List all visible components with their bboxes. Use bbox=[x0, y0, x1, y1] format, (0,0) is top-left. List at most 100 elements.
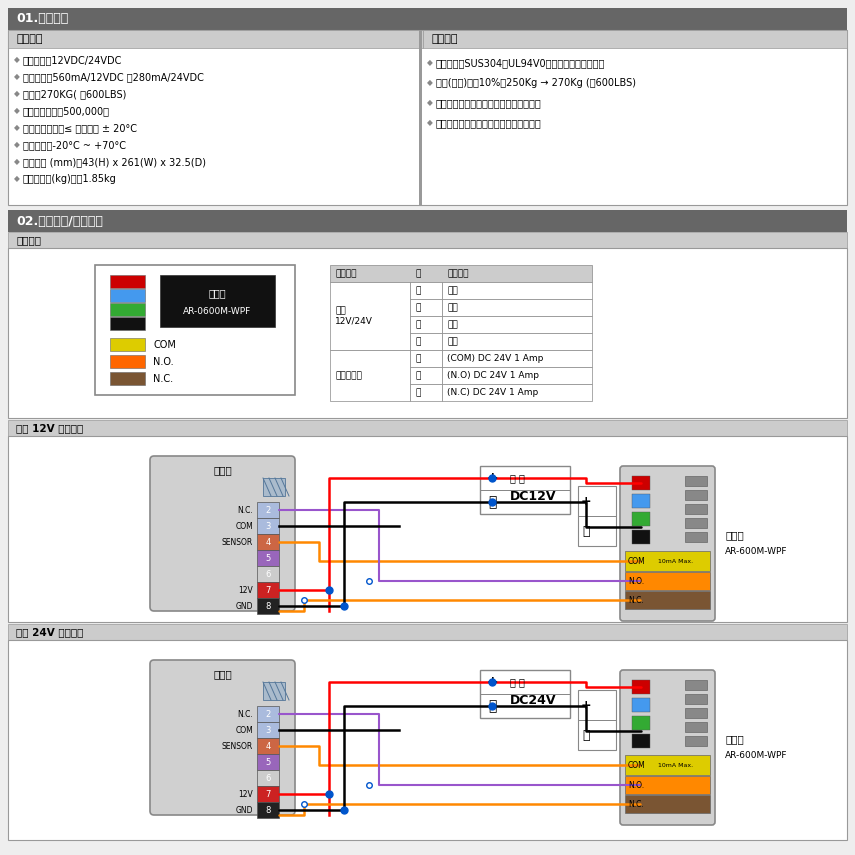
Text: ◆: ◆ bbox=[14, 90, 20, 98]
Bar bbox=[263, 478, 285, 496]
Text: 3: 3 bbox=[265, 726, 271, 734]
Text: 黃: 黃 bbox=[415, 354, 421, 363]
Bar bbox=[632, 512, 650, 526]
Bar bbox=[257, 502, 279, 518]
Text: －－: －－ bbox=[447, 303, 457, 312]
Text: 綠: 綠 bbox=[415, 320, 421, 329]
Text: 6: 6 bbox=[265, 569, 271, 579]
Text: －－: －－ bbox=[447, 337, 457, 346]
Bar bbox=[257, 598, 279, 614]
Text: 產品特色: 產品特色 bbox=[431, 34, 457, 44]
Text: 全鎖體使用SUS304與UL94V0防火抗燃材質精工打造: 全鎖體使用SUS304與UL94V0防火抗燃材質精工打造 bbox=[436, 58, 605, 68]
Bar bbox=[442, 384, 592, 401]
Text: 控制器: 控制器 bbox=[213, 465, 232, 475]
Text: 磁力鎖: 磁力鎖 bbox=[725, 734, 744, 745]
Text: AR-600M-WPF: AR-600M-WPF bbox=[725, 751, 787, 760]
Bar bbox=[685, 476, 707, 486]
Bar bbox=[410, 316, 442, 333]
Text: ◆: ◆ bbox=[427, 58, 433, 68]
Text: 使用壽命：超過500,000次: 使用壽命：超過500,000次 bbox=[23, 106, 110, 116]
Text: ◆: ◆ bbox=[14, 140, 20, 150]
Bar bbox=[442, 299, 592, 316]
Text: 工作電流：12VDC/24VDC: 工作電流：12VDC/24VDC bbox=[23, 55, 122, 65]
Text: N.C.: N.C. bbox=[628, 799, 644, 809]
Text: 橙: 橙 bbox=[415, 371, 421, 380]
Bar bbox=[685, 532, 707, 542]
Text: ◆: ◆ bbox=[14, 123, 20, 133]
Bar bbox=[110, 303, 145, 316]
Bar bbox=[410, 367, 442, 384]
Bar bbox=[578, 486, 616, 546]
Text: 描　　述: 描 述 bbox=[447, 269, 469, 278]
FancyBboxPatch shape bbox=[620, 466, 715, 621]
Bar bbox=[330, 350, 410, 401]
Text: －: － bbox=[582, 728, 590, 741]
Bar bbox=[625, 755, 710, 775]
Bar bbox=[8, 30, 423, 48]
Bar bbox=[442, 282, 592, 299]
Text: 電源 12V 接線方式: 電源 12V 接線方式 bbox=[16, 423, 83, 433]
Bar bbox=[257, 722, 279, 738]
Bar bbox=[480, 490, 570, 491]
Bar bbox=[578, 690, 616, 750]
Text: 環境溫度：-20°C ~ +70°C: 環境溫度：-20°C ~ +70°C bbox=[23, 140, 126, 150]
Text: 12V: 12V bbox=[239, 586, 253, 594]
Text: SOYAL: SOYAL bbox=[246, 680, 614, 781]
Text: 5: 5 bbox=[265, 553, 271, 563]
Bar bbox=[685, 504, 707, 514]
Text: (N.C) DC 24V 1 Amp: (N.C) DC 24V 1 Amp bbox=[447, 388, 539, 397]
Text: 黑: 黑 bbox=[415, 337, 421, 346]
Text: 10mA Max.: 10mA Max. bbox=[658, 763, 693, 768]
Bar bbox=[110, 372, 145, 385]
Text: SENSOR: SENSOR bbox=[221, 538, 253, 546]
Text: 02.產品排線/配線說明: 02.產品排線/配線說明 bbox=[16, 215, 103, 227]
Bar bbox=[685, 680, 707, 690]
Text: DC24V: DC24V bbox=[510, 693, 557, 706]
Text: GND: GND bbox=[235, 602, 253, 610]
Text: +: + bbox=[581, 699, 592, 711]
Text: 磁力鎖: 磁力鎖 bbox=[208, 288, 226, 298]
Bar bbox=[110, 338, 145, 351]
Bar bbox=[419, 30, 422, 205]
Bar bbox=[410, 384, 442, 401]
Text: 2: 2 bbox=[265, 505, 271, 515]
Text: 10mA Max.: 10mA Max. bbox=[658, 558, 693, 563]
Bar bbox=[257, 706, 279, 722]
Text: DC12V: DC12V bbox=[510, 490, 557, 503]
Text: N.O.: N.O. bbox=[153, 357, 174, 367]
Bar bbox=[578, 516, 616, 517]
Bar bbox=[685, 518, 707, 528]
Bar bbox=[257, 518, 279, 534]
Bar bbox=[257, 786, 279, 802]
Bar bbox=[442, 333, 592, 350]
Text: 3: 3 bbox=[265, 522, 271, 530]
Bar bbox=[442, 316, 592, 333]
Text: AR-0600M-WPF: AR-0600M-WPF bbox=[183, 306, 251, 315]
Bar bbox=[257, 550, 279, 566]
Text: ◆: ◆ bbox=[14, 174, 20, 184]
Bar bbox=[110, 289, 145, 302]
Text: 門位繼電器: 門位繼電器 bbox=[335, 371, 362, 380]
Bar bbox=[480, 694, 570, 695]
Text: +: + bbox=[486, 675, 498, 689]
Text: －: － bbox=[488, 495, 496, 509]
Text: 特殊防磁磁設計，有效提升門禁安全防護: 特殊防磁磁設計，有效提升門禁安全防護 bbox=[436, 118, 542, 128]
Text: N.O.: N.O. bbox=[628, 781, 644, 789]
Bar bbox=[410, 350, 442, 367]
FancyBboxPatch shape bbox=[620, 670, 715, 825]
Bar bbox=[330, 265, 592, 282]
Bar bbox=[410, 333, 442, 350]
Text: －: － bbox=[582, 524, 590, 538]
Text: 適用於一般玻璃門、木門、小型門等設計: 適用於一般玻璃門、木門、小型門等設計 bbox=[436, 98, 542, 108]
Bar bbox=[8, 30, 847, 205]
Text: 紅: 紅 bbox=[415, 286, 421, 295]
Text: (N.O) DC 24V 1 Amp: (N.O) DC 24V 1 Amp bbox=[447, 371, 539, 380]
Bar bbox=[685, 490, 707, 500]
Bar bbox=[95, 265, 295, 395]
Text: 電源 24V 接線方式: 電源 24V 接線方式 bbox=[16, 627, 84, 637]
Bar bbox=[8, 436, 847, 622]
Bar bbox=[442, 350, 592, 367]
Bar bbox=[632, 698, 650, 712]
Bar bbox=[110, 355, 145, 368]
Text: 8: 8 bbox=[265, 805, 271, 815]
